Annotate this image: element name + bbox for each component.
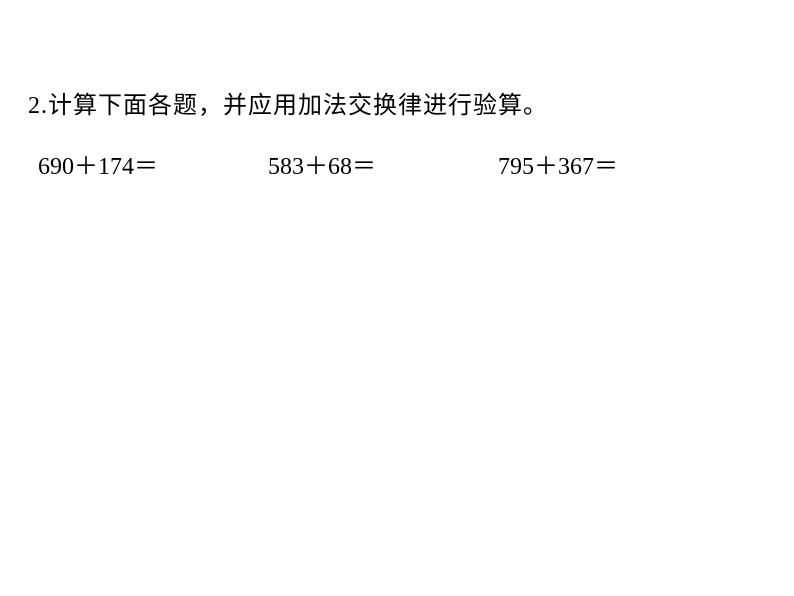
worksheet-content: 2.计算下面各题，并应用加法交换律进行验算。 690＋174＝ 583＋68＝ … <box>28 85 768 181</box>
problem-3: 795＋367＝ <box>498 146 728 181</box>
instruction-text: 计算下面各题，并应用加法交换律进行验算。 <box>48 93 548 119</box>
problems-row: 690＋174＝ 583＋68＝ 795＋367＝ <box>28 146 768 181</box>
instruction-line: 2.计算下面各题，并应用加法交换律进行验算。 <box>28 85 768 120</box>
problem-1: 690＋174＝ <box>38 146 268 181</box>
problem-number: 2. <box>28 93 48 119</box>
problem-2: 583＋68＝ <box>268 146 498 181</box>
